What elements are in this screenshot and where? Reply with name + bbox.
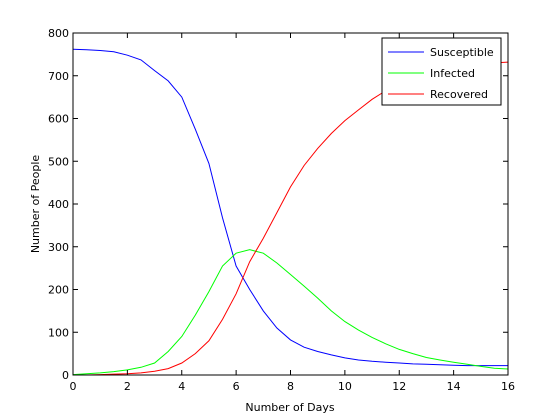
y-tick-label: 700 (48, 70, 69, 83)
legend-label-recovered: Recovered (430, 88, 488, 101)
y-axis-label: Number of People (29, 155, 42, 254)
y-tick-label: 0 (62, 369, 69, 382)
y-tick-label: 600 (48, 113, 69, 126)
y-tick-label: 800 (48, 27, 69, 40)
x-tick-label: 16 (501, 380, 515, 393)
x-tick-label: 14 (447, 380, 461, 393)
x-tick-label: 8 (287, 380, 294, 393)
legend: Susceptible Infected Recovered (381, 37, 502, 106)
x-tick-label: 4 (178, 380, 185, 393)
x-tick-label: 10 (338, 380, 352, 393)
x-tick-label: 6 (233, 380, 240, 393)
x-tick-label: 2 (124, 380, 131, 393)
y-tick-label: 400 (48, 198, 69, 211)
y-tick-label: 500 (48, 155, 69, 168)
legend-label-infected: Infected (430, 67, 475, 80)
y-tick-label: 300 (48, 241, 69, 254)
y-tick-label: 100 (48, 326, 69, 339)
x-tick-label: 12 (392, 380, 406, 393)
x-axis-label: Number of Days (245, 401, 335, 414)
series-line-infected (72, 249, 509, 376)
y-axis-ticks: 0 100 200 300 400 500 600 700 800 (48, 27, 508, 382)
series-line-susceptible (72, 48, 508, 367)
x-axis-ticks: 0 2 4 6 8 10 12 14 16 (70, 33, 515, 393)
legend-label-susceptible: Susceptible (430, 46, 494, 59)
y-tick-label: 200 (48, 284, 69, 297)
x-tick-label: 0 (70, 380, 77, 393)
